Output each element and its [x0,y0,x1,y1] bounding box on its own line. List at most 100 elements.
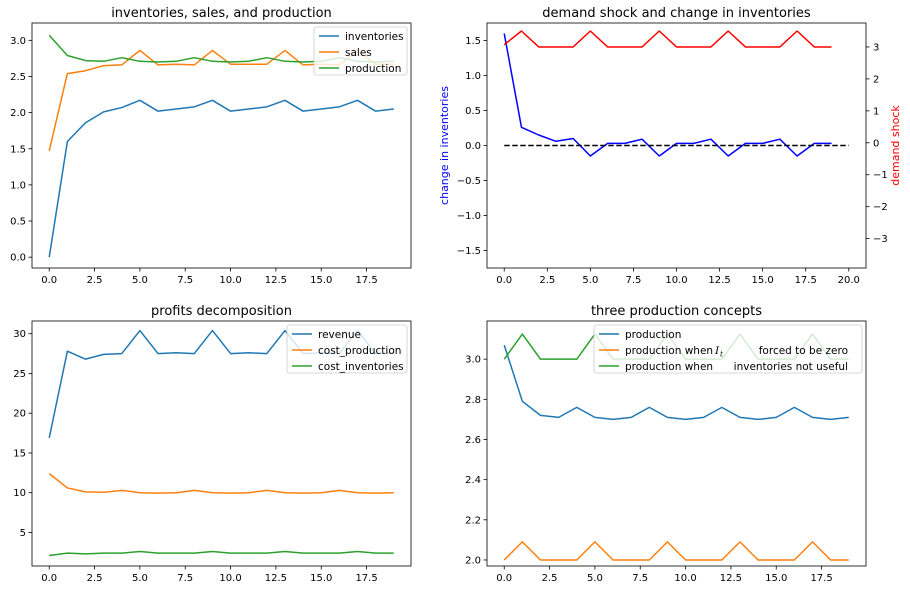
x-tick-label: 15.0 [310,275,332,286]
y-tick-label: 15 [13,448,26,459]
chart-title: inventories, sales, and production [111,6,332,21]
legend-label: cost_inventories [318,361,404,373]
y-tick-label: 5 [20,528,26,539]
x-tick-label: 5.0 [132,275,148,286]
subplot-1: inventories, sales, and production 0.0 2.5… [10,6,412,286]
y-tick-label: 0.0 [465,141,481,152]
y-tick-label: 20 [13,409,26,420]
x-tick-label: 12.5 [720,573,742,584]
legend-label: revenue [318,329,361,341]
y-tick-label: 2.4 [465,475,481,486]
legend-label: production [625,329,681,341]
subplot-3: profits decomposition 0.0 2.5 5.0 7.5 10.0 12.… [13,304,412,584]
series-line-production [503,541,849,561]
chart-title: profits decomposition [151,304,292,319]
y-tick-label: 0.5 [465,106,481,117]
x-tick-label: 10.0 [219,573,241,584]
y-right-axis-label: demand shock [889,105,902,186]
series-line-cost_inventories [49,550,394,557]
y-right-tick-label: 1 [873,106,879,117]
legend-label: production when [625,345,713,357]
subplot-4: three production concepts 0.0 2.5 5.0 7.5 10.… [465,304,867,584]
x-tick-label: 10.0 [674,573,696,584]
y-tick-label: −0.5 [457,176,481,187]
x-tick-label: 20.0 [838,275,860,286]
x-tick-label: 17.5 [810,573,832,584]
y-axis-label: change in inventories [438,86,451,205]
x-tick-label: 15.0 [765,573,787,584]
series-line-change-in-inventories [503,33,832,157]
x-tick-label: 0.0 [41,275,57,286]
series-line-demand-shock [503,30,832,48]
y-tick-label: 1.5 [465,36,481,47]
y-right-tick-label: −2 [873,202,888,213]
x-tick-label: 2.5 [539,275,555,286]
x-tick-label: 0.0 [496,275,512,286]
x-tick-label: 7.5 [632,573,648,584]
legend-frame [593,324,863,374]
legend-frame [313,26,408,76]
y-tick-label: 25 [13,369,26,380]
chart-title: demand shock and change in inventories [542,6,811,21]
legend-label-suffix: forced to be zero [759,345,848,357]
y-right-tick-label: −3 [873,234,888,245]
subplot-2: demand shock and change in inventories 0.… [438,6,902,286]
x-tick-label: 5.0 [132,573,148,584]
x-tick-label: 0.0 [496,573,512,584]
x-tick-label: 0.0 [41,573,57,584]
series-line-production [503,344,849,421]
y-tick-label: 2.2 [465,515,481,526]
y-tick-label: 10 [13,488,26,499]
x-tick-label: 12.5 [708,275,730,286]
x-tick-label: 12.5 [265,573,287,584]
legend-label-subscript: t [720,350,724,359]
y-tick-label: 0.0 [10,253,26,264]
x-tick-label: 15.0 [752,275,774,286]
y-right-tick-label: −1 [873,170,888,181]
y-tick-label: 1.5 [10,144,26,155]
x-tick-label: 7.5 [177,275,193,286]
axes-frame [31,22,412,269]
x-tick-label: 2.5 [87,573,103,584]
x-tick-label: 17.5 [355,275,377,286]
y-tick-label: 0.5 [10,217,26,228]
x-tick-label: 15.0 [310,573,332,584]
x-tick-label: 7.5 [625,275,641,286]
y-tick-label: 2.5 [10,72,26,83]
x-tick-label: 17.5 [795,275,817,286]
y-tick-label: 3.0 [10,36,26,47]
legend-label: cost_production [318,345,401,357]
y-tick-label: 2.6 [465,435,481,446]
legend-label: production [345,63,401,75]
legend: inventories sales production [313,26,408,76]
x-tick-label: 2.5 [542,573,558,584]
x-tick-label: 10.0 [219,275,241,286]
legend-label-variable: I [714,345,720,357]
x-tick-label: 5.0 [587,573,603,584]
x-tick-label: 17.5 [355,573,377,584]
x-tick-label: 2.5 [87,275,103,286]
y-tick-label: 2.8 [465,395,481,406]
y-tick-label: 2.0 [10,108,26,119]
axes-frame [486,22,867,269]
axes-frame [486,320,867,567]
x-tick-label: 7.5 [177,573,193,584]
x-tick-label: 10.0 [665,275,687,286]
y-right-tick-label: 2 [873,74,879,85]
x-tick-label: 5.0 [582,275,598,286]
y-tick-label: −1.5 [457,246,481,257]
series-line-cost_production [48,473,394,494]
y-right-tick-label: 0 [873,138,879,149]
y-tick-label: 1.0 [465,71,481,82]
chart-title: three production concepts [591,304,762,319]
y-tick-label: 2.0 [465,555,481,566]
x-tick-label: 12.5 [265,275,287,286]
y-tick-label: 30 [13,329,26,340]
y-tick-label: −1.0 [457,211,481,222]
y-tick-label: 3.0 [465,355,481,366]
axes-frame [31,320,412,567]
legend-label: inventories [345,31,404,43]
legend-label: sales [345,47,372,59]
y-right-tick-label: 3 [873,42,879,53]
